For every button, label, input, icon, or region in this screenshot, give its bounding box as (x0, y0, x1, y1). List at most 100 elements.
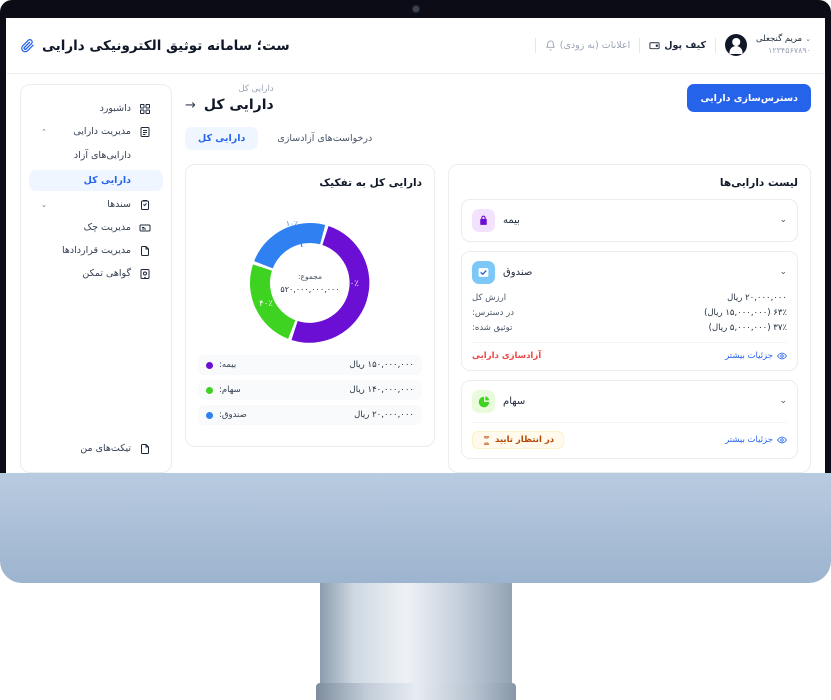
list-item[interactable]: ⌄ بیمه (461, 199, 798, 242)
asset-identity: صندوق (472, 261, 532, 284)
lock-icon (472, 209, 495, 232)
legend-key: سهام: (206, 385, 241, 395)
detail-label: در دسترس: (472, 308, 514, 318)
callout-line (297, 230, 303, 248)
detail-label: ارزش کل (472, 293, 507, 303)
sidebar-item-label: مدیریت دارایی (73, 126, 131, 137)
monitor-right-bezel (825, 18, 831, 473)
bell-icon (545, 40, 555, 51)
detail-value: ۳۷٪ (۵,۰۰۰,۰۰۰ ریال) (708, 323, 787, 333)
wallet-label: کیف پول (664, 39, 707, 51)
chart-legend: ۱۵۰,۰۰۰,۰۰۰ ریال بیمه: ۱۴۰,۰۰۰,۰۰۰ ریال … (198, 355, 422, 425)
eye-icon (777, 352, 787, 360)
wallet-icon (649, 42, 660, 50)
legend-value: ۱۵۰,۰۰۰,۰۰۰ ریال (349, 360, 414, 370)
sidebar-item-documents[interactable]: سندها ⌄ (29, 193, 163, 216)
legend-key: بیمه: (206, 360, 236, 370)
sidebar-item-label: دارایی‌های آزاد (73, 150, 131, 161)
asset-name: بیمه (503, 215, 520, 226)
asset-list: ⌄ بیمه (461, 199, 798, 459)
list-item[interactable]: ⌄ صندوق (461, 251, 798, 371)
legend-item: ۲۰,۰۰۰,۰۰۰ ریال صندوق: (198, 405, 422, 425)
fund-box-icon (472, 261, 495, 284)
legend-value: ۱۴۰,۰۰۰,۰۰۰ ریال (349, 385, 414, 395)
sidebar-item-check-management[interactable]: مدیریت چک (29, 216, 163, 239)
asset-identity: بیمه (472, 209, 520, 232)
sidebar-item-label: مدیریت قراردادها (62, 245, 131, 256)
grid-icon (138, 102, 151, 115)
user-name-row: ⌄ مریم گنجعلی (756, 34, 811, 45)
main-content: دسترس‌سازی دارایی دارایی کل دارایی کل → … (185, 84, 811, 473)
sidebar-item-dashboard[interactable]: داشبورد (29, 97, 163, 120)
page-header: دسترس‌سازی دارایی دارایی کل دارایی کل → (185, 84, 811, 113)
content-cards: لیست دارایی‌ها ⌄ بیمه (185, 164, 811, 473)
certificate-icon (138, 267, 151, 280)
sidebar-item-label: داشبورد (99, 103, 131, 114)
chevron-up-icon[interactable]: ⌃ (41, 127, 47, 136)
slice-label-insurance: ۵۰٪ (345, 279, 359, 289)
asset-list-title: لیست دارایی‌ها (719, 177, 798, 189)
back-arrow-icon[interactable]: → (185, 97, 196, 113)
tab-total-assets[interactable]: دارایی کل (185, 127, 259, 150)
divider (534, 37, 536, 53)
notifications-label: اعلانات (به زودی) (559, 39, 631, 51)
legend-color-swatch (206, 411, 213, 419)
chevron-down-icon[interactable]: ⌄ (779, 267, 787, 277)
monitor-bottom-bezel (0, 473, 831, 583)
provision-asset-button[interactable]: دسترس‌سازی دارایی (687, 84, 811, 112)
slice-insurance (291, 225, 370, 343)
webcam-icon (411, 5, 420, 13)
status-badge: در انتظار تایید (472, 431, 565, 449)
donut-center-label: مجموع: (298, 272, 322, 281)
check-icon (138, 221, 151, 234)
divider (715, 37, 717, 53)
sidebar-item-label: تیکت‌های من (80, 443, 131, 454)
sidebar-item-contract-management[interactable]: مدیریت قراردادها (29, 239, 163, 262)
list-item[interactable]: ⌄ سهام (461, 380, 798, 459)
ticket-icon (138, 442, 151, 455)
detail-row: ۶۳٪ (۱۵,۰۰۰,۰۰۰ ریال) در دسترس: (472, 308, 787, 318)
hourglass-icon (483, 435, 490, 445)
contract-icon (138, 244, 151, 257)
asset-details: ۲۰,۰۰۰,۰۰۰ ریال ارزش کل ۶۳٪ (۱۵,۰۰۰,۰۰۰ … (472, 293, 787, 333)
sidebar-item-free-assets[interactable]: دارایی‌های آزاد (29, 145, 163, 166)
chevron-down-icon[interactable]: ⌄ (41, 200, 47, 209)
notifications-button[interactable]: اعلانات (به زودی) (545, 39, 631, 51)
asset-footer: جزئیات بیشتر در انتظار تایید (472, 422, 787, 449)
legend-label: صندوق: (219, 410, 247, 420)
legend-color-swatch (206, 361, 213, 369)
legend-value: ۲۰,۰۰۰,۰۰۰ ریال (354, 410, 414, 420)
sidebar: داشبورد مدیریت دارایی ⌃ دارایی‌های آزاد (20, 84, 172, 473)
more-details-link[interactable]: جزئیات بیشتر (725, 351, 787, 361)
sidebar-item-asset-management[interactable]: مدیریت دارایی ⌃ (29, 120, 163, 143)
detail-row: ۲۰,۰۰۰,۰۰۰ ریال ارزش کل (472, 293, 787, 303)
avatar[interactable] (725, 34, 748, 57)
monitor-left-bezel (0, 18, 6, 473)
more-details-label: جزئیات بیشتر (725, 435, 773, 445)
user-menu[interactable]: ⌄ مریم گنجعلی ۱۲۳۴۵۶۷۸۹۰ (756, 34, 811, 56)
donut-chart: ۱۰٪ ۵۰٪ ۴۰٪ مجموع: ۵۲۰,۰۰۰,۰۰۰,۰۰۰ (230, 195, 390, 347)
sidebar-item-my-tickets[interactable]: تیکت‌های من (29, 437, 163, 460)
tab-release-requests[interactable]: درخواست‌های آزادسازی (277, 133, 373, 144)
page-title-row: دارایی کل → (185, 97, 274, 113)
wallet-button[interactable]: کیف پول (649, 40, 706, 51)
more-details-link[interactable]: جزئیات بیشتر (725, 435, 787, 445)
asset-header[interactable]: ⌄ بیمه (472, 209, 787, 232)
chevron-down-icon[interactable]: ⌄ (779, 215, 787, 225)
asset-header[interactable]: ⌄ سهام (472, 390, 787, 413)
chevron-down-icon[interactable]: ⌄ (779, 396, 787, 406)
sidebar-item-label: سندها (107, 199, 131, 210)
sidebar-item-solvency-certificate[interactable]: گواهی تمکن (29, 262, 163, 285)
application-viewport: ⌄ مریم گنجعلی ۱۲۳۴۵۶۷۸۹۰ کیف پول اعلانات… (6, 18, 825, 473)
brand: ست؛ سامانه توثیق الکترونیکی دارایی (20, 38, 290, 54)
asset-header[interactable]: ⌄ صندوق (472, 261, 787, 284)
status-label: در انتظار تایید (495, 435, 555, 445)
pie-chart-icon (472, 390, 495, 413)
sidebar-item-total-assets[interactable]: دارایی کل (29, 170, 163, 191)
slice-fund (254, 222, 326, 269)
page-heading-group: دارایی کل دارایی کل → (185, 84, 274, 113)
page-title: دارایی کل (203, 97, 274, 113)
release-asset-link[interactable]: آزادسازی دارایی (472, 351, 542, 361)
slice-stocks (250, 264, 296, 339)
